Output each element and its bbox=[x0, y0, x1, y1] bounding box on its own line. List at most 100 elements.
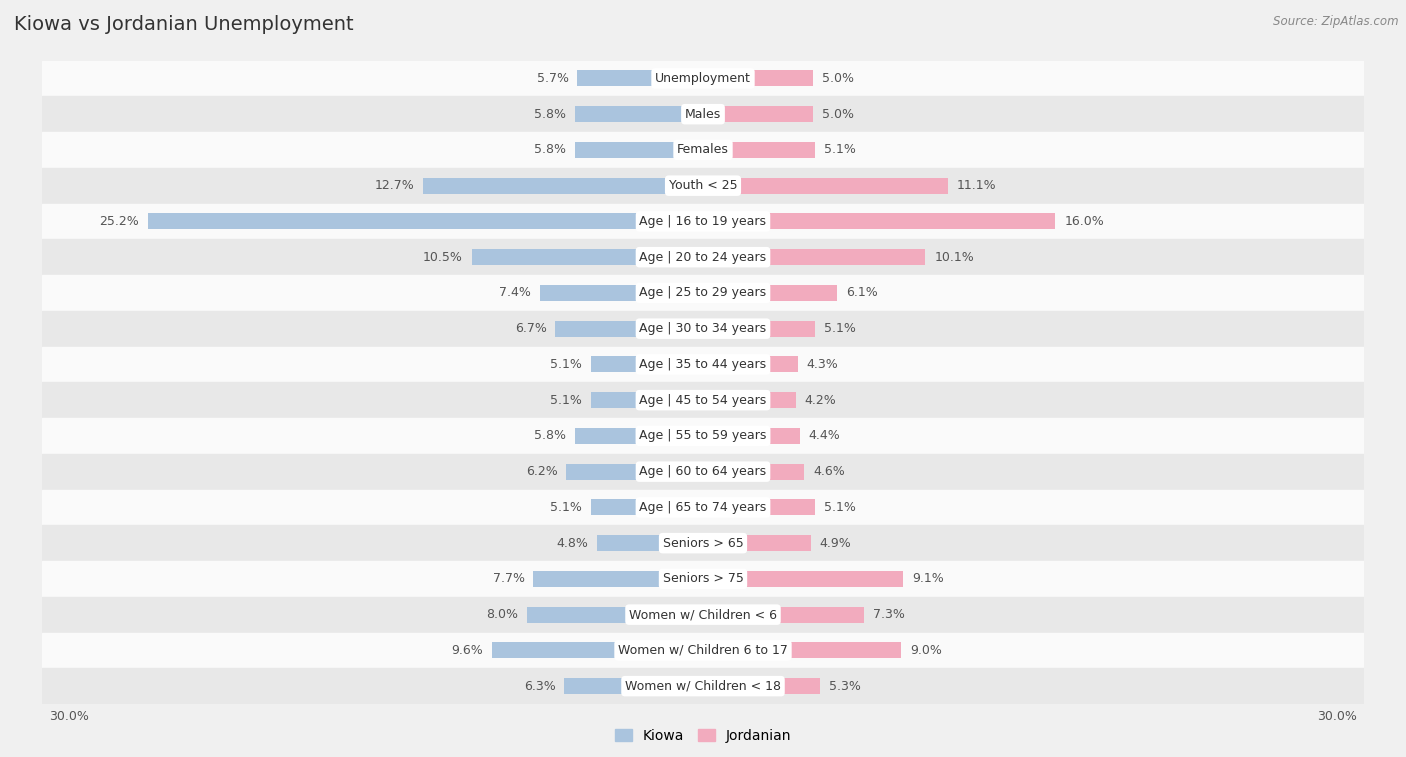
Text: 9.0%: 9.0% bbox=[910, 644, 942, 657]
Text: 4.2%: 4.2% bbox=[804, 394, 837, 407]
Text: Males: Males bbox=[685, 107, 721, 120]
Text: 11.1%: 11.1% bbox=[956, 179, 995, 192]
Text: 10.5%: 10.5% bbox=[423, 251, 463, 263]
Text: Age | 30 to 34 years: Age | 30 to 34 years bbox=[640, 322, 766, 335]
Bar bbox=[42, 668, 1364, 704]
Text: Age | 25 to 29 years: Age | 25 to 29 years bbox=[640, 286, 766, 300]
Bar bbox=[703, 249, 925, 265]
Text: 7.3%: 7.3% bbox=[873, 608, 904, 621]
Bar bbox=[42, 597, 1364, 633]
Text: Source: ZipAtlas.com: Source: ZipAtlas.com bbox=[1274, 15, 1399, 28]
Text: 5.7%: 5.7% bbox=[537, 72, 568, 85]
Bar bbox=[148, 213, 703, 229]
Bar bbox=[42, 382, 1364, 418]
Text: 5.0%: 5.0% bbox=[823, 72, 853, 85]
Bar bbox=[42, 96, 1364, 132]
Bar bbox=[42, 311, 1364, 347]
Text: 6.2%: 6.2% bbox=[526, 465, 558, 478]
Text: Unemployment: Unemployment bbox=[655, 72, 751, 85]
Bar bbox=[42, 168, 1364, 204]
Bar bbox=[575, 142, 703, 158]
Bar bbox=[591, 500, 703, 516]
Bar bbox=[703, 678, 820, 694]
Text: 4.6%: 4.6% bbox=[813, 465, 845, 478]
Bar bbox=[567, 463, 703, 480]
Text: Women w/ Children 6 to 17: Women w/ Children 6 to 17 bbox=[619, 644, 787, 657]
Bar bbox=[703, 392, 796, 408]
Bar bbox=[423, 178, 703, 194]
Text: Youth < 25: Youth < 25 bbox=[669, 179, 737, 192]
Bar bbox=[703, 428, 800, 444]
Text: Age | 65 to 74 years: Age | 65 to 74 years bbox=[640, 501, 766, 514]
Text: 5.1%: 5.1% bbox=[824, 322, 856, 335]
Text: Age | 35 to 44 years: Age | 35 to 44 years bbox=[640, 358, 766, 371]
Bar bbox=[703, 606, 863, 623]
Bar bbox=[591, 392, 703, 408]
Text: Women w/ Children < 6: Women w/ Children < 6 bbox=[628, 608, 778, 621]
Bar bbox=[471, 249, 703, 265]
Text: 5.8%: 5.8% bbox=[534, 143, 567, 157]
Bar bbox=[703, 463, 804, 480]
Bar bbox=[703, 70, 813, 86]
Bar bbox=[492, 643, 703, 659]
Bar bbox=[598, 535, 703, 551]
Text: Women w/ Children < 18: Women w/ Children < 18 bbox=[626, 680, 780, 693]
Text: 9.1%: 9.1% bbox=[912, 572, 943, 585]
Text: 25.2%: 25.2% bbox=[100, 215, 139, 228]
Legend: Kiowa, Jordanian: Kiowa, Jordanian bbox=[609, 724, 797, 749]
Bar bbox=[555, 321, 703, 337]
Text: 8.0%: 8.0% bbox=[486, 608, 517, 621]
Text: 30.0%: 30.0% bbox=[1317, 710, 1357, 723]
Text: 4.8%: 4.8% bbox=[557, 537, 589, 550]
Text: 12.7%: 12.7% bbox=[374, 179, 415, 192]
Bar bbox=[42, 239, 1364, 275]
Bar bbox=[703, 142, 815, 158]
Bar bbox=[42, 418, 1364, 453]
Text: 7.4%: 7.4% bbox=[499, 286, 531, 300]
Bar bbox=[42, 453, 1364, 490]
Text: Age | 55 to 59 years: Age | 55 to 59 years bbox=[640, 429, 766, 442]
Text: 6.3%: 6.3% bbox=[523, 680, 555, 693]
Bar bbox=[703, 571, 904, 587]
Bar bbox=[703, 285, 838, 301]
Text: Age | 16 to 19 years: Age | 16 to 19 years bbox=[640, 215, 766, 228]
Text: 5.1%: 5.1% bbox=[550, 501, 582, 514]
Text: 6.1%: 6.1% bbox=[846, 286, 877, 300]
Bar bbox=[42, 132, 1364, 168]
Text: Age | 45 to 54 years: Age | 45 to 54 years bbox=[640, 394, 766, 407]
Text: 5.1%: 5.1% bbox=[550, 358, 582, 371]
Text: Females: Females bbox=[678, 143, 728, 157]
Bar bbox=[575, 428, 703, 444]
Text: Kiowa vs Jordanian Unemployment: Kiowa vs Jordanian Unemployment bbox=[14, 15, 354, 34]
Bar bbox=[540, 285, 703, 301]
Text: 4.3%: 4.3% bbox=[807, 358, 838, 371]
Text: Age | 20 to 24 years: Age | 20 to 24 years bbox=[640, 251, 766, 263]
Text: 5.3%: 5.3% bbox=[828, 680, 860, 693]
Bar bbox=[703, 535, 811, 551]
Bar bbox=[703, 213, 1056, 229]
Text: 5.1%: 5.1% bbox=[824, 501, 856, 514]
Bar bbox=[42, 347, 1364, 382]
Bar bbox=[703, 321, 815, 337]
Bar bbox=[703, 357, 797, 372]
Text: 5.0%: 5.0% bbox=[823, 107, 853, 120]
Bar bbox=[578, 70, 703, 86]
Bar bbox=[703, 500, 815, 516]
Bar bbox=[703, 178, 948, 194]
Bar bbox=[703, 106, 813, 122]
Text: 4.4%: 4.4% bbox=[808, 429, 841, 442]
Text: 5.1%: 5.1% bbox=[550, 394, 582, 407]
Bar bbox=[42, 561, 1364, 597]
Text: Seniors > 75: Seniors > 75 bbox=[662, 572, 744, 585]
Bar bbox=[527, 606, 703, 623]
Text: 9.6%: 9.6% bbox=[451, 644, 482, 657]
Bar bbox=[533, 571, 703, 587]
Bar bbox=[564, 678, 703, 694]
Bar bbox=[591, 357, 703, 372]
Bar bbox=[42, 490, 1364, 525]
Text: 6.7%: 6.7% bbox=[515, 322, 547, 335]
Text: 5.8%: 5.8% bbox=[534, 107, 567, 120]
Bar bbox=[42, 633, 1364, 668]
Bar bbox=[42, 61, 1364, 96]
Bar bbox=[575, 106, 703, 122]
